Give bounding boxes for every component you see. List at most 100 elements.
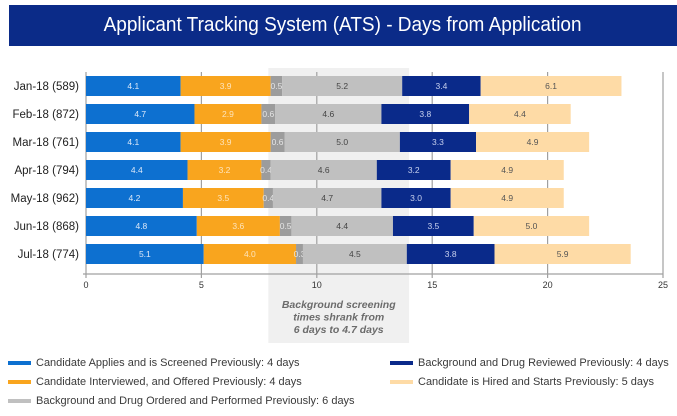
data-label: 3.8 [419, 109, 431, 119]
data-label: 3.2 [219, 165, 231, 175]
bar-segment [86, 76, 181, 96]
data-label: 4.6 [322, 109, 334, 119]
legend-item: Background and Drug Ordered and Performe… [8, 394, 390, 408]
y-category-label: Jun-18 (868) [14, 221, 79, 233]
legend-label: Candidate is Hired and Starts Previously… [418, 376, 655, 388]
data-label: 0.6 [272, 137, 284, 147]
legend-label: Candidate Applies and is Screened Previo… [36, 357, 300, 369]
data-label: 3.6 [232, 221, 244, 231]
bar-segment [381, 188, 451, 208]
data-label: 0.4 [262, 193, 274, 203]
legend-label: Background and Drug Reviewed Previously:… [418, 357, 669, 369]
data-label: 6.1 [545, 81, 557, 91]
bar-segment [180, 132, 271, 152]
bar-segment [86, 188, 183, 208]
data-label: 3.9 [220, 137, 232, 147]
bar-segment [392, 216, 474, 236]
bar-segment [473, 216, 590, 236]
bar-segment [480, 76, 622, 96]
bar-segment [279, 216, 292, 236]
bar-segment [86, 160, 188, 180]
bar-segment [291, 216, 393, 236]
y-category-label: Apr-18 (794) [14, 165, 79, 177]
data-label: 3.8 [445, 249, 457, 259]
bar-segment [450, 188, 564, 208]
legend-swatch-icon [8, 361, 31, 365]
x-tick-label: 0 [83, 280, 88, 290]
data-label: 4.7 [134, 109, 146, 119]
legend-item: Background and Drug Reviewed Previously:… [390, 356, 670, 370]
bar-segment [296, 244, 303, 264]
y-category-label: May-18 (962) [11, 193, 80, 205]
annotation-text-line: Background screening [282, 299, 396, 311]
data-label: 5.0 [526, 221, 538, 231]
x-tick-label: 15 [427, 280, 437, 290]
bar-segment [182, 188, 264, 208]
data-label: 5.0 [336, 137, 348, 147]
y-category-label: Jan-18 (589) [14, 81, 79, 93]
data-label: 4.6 [318, 165, 330, 175]
bar-segment [406, 244, 495, 264]
data-label: 4.1 [127, 81, 139, 91]
bar-segment [270, 76, 283, 96]
bar-segment [275, 104, 382, 124]
y-category-label: Jul-18 (774) [18, 249, 80, 261]
bar-segment [381, 104, 470, 124]
legend-swatch-icon [390, 361, 413, 365]
data-label: 5.9 [557, 249, 569, 259]
legend-item: Candidate Interviewed, and Offered Previ… [8, 375, 390, 389]
bar-segment [196, 216, 280, 236]
bar-segment [187, 160, 262, 180]
bar-segment [376, 160, 451, 180]
data-label: 4.5 [349, 249, 361, 259]
legend-item: Candidate Applies and is Screened Previo… [8, 356, 390, 370]
x-tick-label: 5 [199, 280, 204, 290]
legend-swatch-icon [390, 380, 413, 384]
legend-label: Candidate Interviewed, and Offered Previ… [36, 376, 302, 388]
x-tick-label: 20 [543, 280, 553, 290]
x-tick-label: 25 [658, 280, 668, 290]
bar-segment [302, 244, 407, 264]
annotation-text-line: 6 days to 4.7 days [294, 324, 384, 336]
legend-item: Candidate is Hired and Starts Previously… [390, 375, 670, 389]
bar-segment [180, 76, 271, 96]
data-label: 4.1 [127, 137, 139, 147]
bar-segment [469, 104, 571, 124]
data-label: 3.3 [432, 137, 444, 147]
data-label: 5.1 [139, 249, 151, 259]
bar-segment [86, 104, 195, 124]
bar-segment [450, 160, 564, 180]
bar-segment [194, 104, 262, 124]
legend-label: Background and Drug Ordered and Performe… [36, 395, 355, 407]
bar-segment [494, 244, 631, 264]
data-label: 4.8 [135, 221, 147, 231]
bar-segment [476, 132, 590, 152]
bar-segment [263, 188, 273, 208]
data-label: 4.4 [514, 109, 526, 119]
data-label: 4.4 [336, 221, 348, 231]
bar-segment [86, 244, 204, 264]
data-label: 3.5 [427, 221, 439, 231]
bar-segment [203, 244, 297, 264]
bar-segment [270, 132, 285, 152]
data-label: 0.6 [262, 109, 274, 119]
y-category-label: Mar-18 (761) [13, 137, 80, 149]
chart-title: Applicant Tracking System (ATS) - Days f… [104, 14, 582, 36]
data-label: 0.4 [260, 165, 272, 175]
data-label: 2.9 [222, 109, 234, 119]
bar-segment [284, 132, 400, 152]
y-category-label: Feb-18 (872) [13, 109, 80, 121]
chart-legend: Candidate Applies and is Screened Previo… [8, 356, 670, 408]
bar-segment [282, 76, 403, 96]
data-label: 4.9 [527, 137, 539, 147]
bar-segment [261, 160, 271, 180]
bar-segment [261, 104, 276, 124]
bar-segment [270, 160, 377, 180]
data-label: 3.4 [436, 81, 448, 91]
data-label: 4.7 [321, 193, 333, 203]
data-label: 3.0 [410, 193, 422, 203]
data-label: 4.2 [129, 193, 141, 203]
data-label: 0.3 [294, 249, 306, 259]
bar-segment [86, 216, 197, 236]
